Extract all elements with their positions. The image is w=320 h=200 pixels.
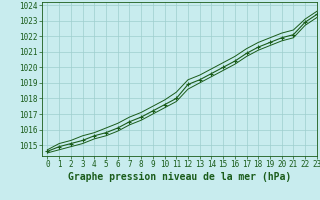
- X-axis label: Graphe pression niveau de la mer (hPa): Graphe pression niveau de la mer (hPa): [68, 172, 291, 182]
